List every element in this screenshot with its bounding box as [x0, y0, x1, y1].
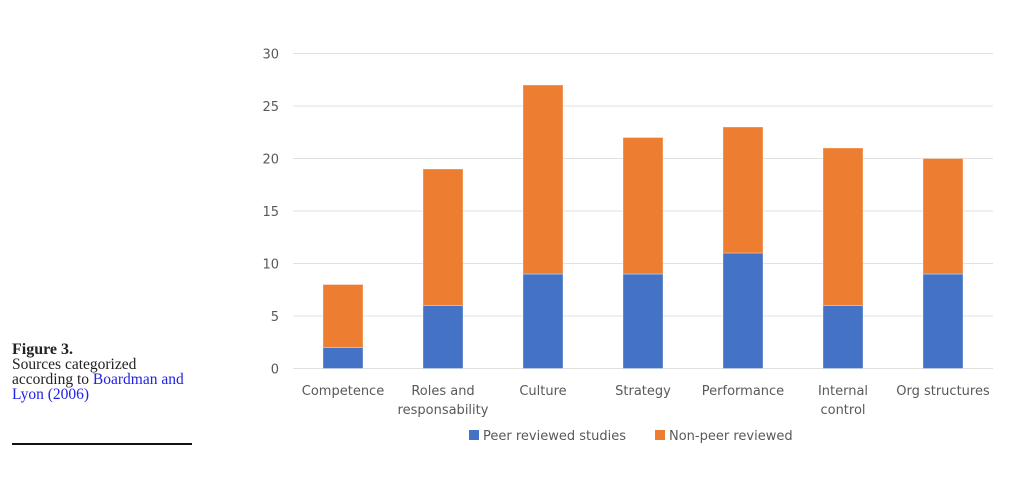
bar-peer-reviewed	[822, 305, 864, 369]
bar-peer-reviewed	[722, 252, 764, 369]
bar-peer-reviewed	[622, 273, 664, 369]
figure-label: Figure 3.	[12, 341, 74, 358]
legend-item: Non-peer reviewed	[655, 429, 793, 444]
x-category-label-line: control	[820, 403, 865, 418]
legend-swatch	[469, 430, 479, 440]
legend: Peer reviewed studies Non-peer reviewed	[469, 429, 793, 444]
bar-peer-reviewed	[422, 305, 464, 369]
x-category-label: Culture	[519, 384, 566, 399]
caption-text: Sources categorized according to	[12, 356, 137, 388]
bars	[322, 84, 964, 369]
x-category-label-line: Strategy	[615, 384, 671, 399]
bar-peer-reviewed	[322, 347, 364, 369]
legend-label: Non-peer reviewed	[669, 429, 793, 444]
x-category-label: Roles and responsability	[398, 384, 489, 418]
legend-item: Peer reviewed studies	[469, 429, 626, 444]
x-category-label-line: Culture	[519, 384, 566, 399]
citation-link[interactable]: Boardman and Lyon (2006)	[12, 371, 184, 403]
x-category-label: Performance	[702, 384, 784, 399]
bar-peer-reviewed	[522, 273, 564, 369]
bar-non-peer-reviewed	[822, 147, 864, 306]
y-tick-label: 0	[271, 363, 279, 378]
bar-non-peer-reviewed	[322, 284, 364, 348]
x-category-label: Internal control	[818, 384, 868, 418]
y-tick-label: 10	[262, 258, 279, 273]
legend-label: Peer reviewed studies	[483, 429, 626, 444]
x-category-label-line: Org structures	[896, 384, 990, 399]
x-category-label-line: Performance	[702, 384, 784, 399]
bar-peer-reviewed	[922, 273, 964, 369]
bar-non-peer-reviewed	[622, 137, 664, 275]
x-category-label-line: Competence	[302, 384, 384, 399]
bar-non-peer-reviewed	[722, 126, 764, 254]
y-tick-label: 5	[271, 310, 279, 325]
x-category-label-line: Internal	[818, 384, 868, 399]
y-tick-label: 30	[262, 48, 279, 63]
bar-non-peer-reviewed	[922, 158, 964, 275]
y-tick-label: 25	[262, 100, 279, 115]
legend-swatch	[655, 430, 665, 440]
x-category-label-line: responsability	[398, 403, 489, 418]
x-category-label-line: Roles and	[411, 384, 474, 399]
caption-rule	[12, 443, 192, 445]
figure-caption: Figure 3. Sources categorized according …	[12, 341, 197, 403]
x-category-label: Competence	[302, 384, 384, 399]
bar-non-peer-reviewed	[422, 168, 464, 306]
x-category-label: Org structures	[896, 384, 990, 399]
x-category-label: Strategy	[615, 384, 671, 399]
y-tick-label: 20	[262, 153, 279, 168]
y-axis-ticks: 0 5 10 15 20 25 30	[262, 48, 279, 378]
bar-non-peer-reviewed	[522, 84, 564, 275]
x-axis-labels: Competence Roles and responsability Culture…	[302, 384, 990, 418]
y-tick-label: 15	[262, 205, 279, 220]
